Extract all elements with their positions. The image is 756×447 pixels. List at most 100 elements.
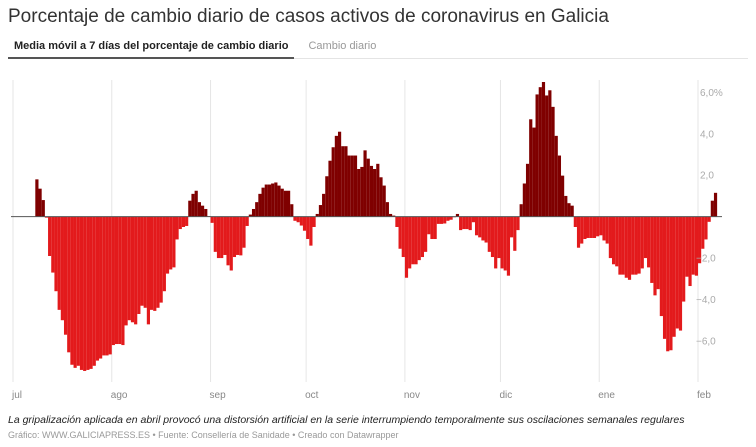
bar — [580, 216, 584, 244]
bar — [127, 216, 131, 321]
bar — [554, 135, 558, 217]
bar — [449, 216, 453, 220]
bar — [516, 216, 520, 231]
bar — [417, 216, 421, 261]
bar — [474, 216, 479, 236]
y-tick-label: −6,0 — [696, 336, 716, 347]
bar — [662, 216, 667, 339]
bar — [548, 90, 552, 217]
bar — [41, 200, 45, 217]
bar — [369, 165, 374, 217]
bar — [637, 216, 641, 274]
bar — [248, 214, 252, 217]
bar — [86, 216, 90, 370]
bar — [576, 216, 581, 248]
y-tick-label: 2,0 — [700, 171, 714, 182]
bar — [513, 216, 517, 251]
bar — [424, 216, 428, 252]
tab-moving-average[interactable]: Media móvil a 7 días del porcentaje de c… — [8, 38, 295, 59]
bar — [471, 216, 475, 223]
bar — [694, 216, 699, 276]
x-tick-label: sep — [210, 390, 227, 401]
bar — [557, 155, 562, 217]
bar — [443, 216, 447, 224]
tab-bar: Media móvil a 7 días del porcentaje de c… — [8, 38, 748, 59]
bar — [404, 216, 409, 278]
bar — [478, 216, 482, 238]
bar — [302, 216, 307, 231]
x-tick-label: ago — [111, 390, 128, 401]
bar — [691, 216, 695, 275]
bar — [229, 216, 233, 271]
bar — [121, 216, 125, 346]
bar — [382, 185, 386, 217]
bar — [401, 216, 405, 258]
bar — [108, 216, 112, 355]
bar — [245, 216, 249, 226]
tab-daily-change[interactable]: Cambio diario — [308, 40, 377, 52]
bar — [510, 216, 514, 238]
bar — [430, 216, 434, 240]
bar — [605, 216, 609, 244]
bar — [312, 216, 316, 227]
bar — [462, 216, 466, 230]
bar — [153, 216, 157, 311]
bar — [525, 163, 530, 217]
bar — [487, 216, 491, 252]
bar — [51, 216, 55, 273]
bar — [522, 183, 526, 217]
bar — [373, 169, 377, 217]
bar — [277, 185, 281, 217]
bar — [143, 216, 147, 308]
bar — [710, 200, 714, 217]
bar — [357, 169, 361, 217]
bar — [427, 216, 431, 235]
bar — [92, 216, 96, 366]
bar — [650, 216, 654, 283]
bar — [159, 216, 163, 303]
bar — [672, 216, 676, 337]
bar — [114, 216, 119, 345]
bar — [156, 216, 160, 308]
bar — [586, 216, 590, 238]
bar — [713, 192, 718, 217]
bar — [251, 208, 256, 217]
bar — [280, 188, 284, 217]
bar — [388, 213, 393, 217]
bar — [111, 216, 115, 346]
bar — [392, 215, 396, 217]
bar — [274, 182, 278, 217]
bar — [322, 193, 326, 217]
bar — [494, 216, 498, 269]
chart-title: Porcentaje de cambio diario de casos act… — [8, 6, 609, 27]
bar — [341, 146, 345, 217]
x-tick-label: dic — [499, 390, 512, 401]
bar — [446, 216, 450, 221]
bar — [197, 202, 201, 217]
bar — [347, 155, 351, 217]
bar — [608, 216, 612, 259]
bar — [73, 216, 77, 368]
bar — [535, 94, 539, 217]
bar — [60, 216, 64, 321]
bar — [264, 184, 268, 217]
bar — [459, 216, 463, 231]
bar — [325, 176, 329, 217]
bar — [79, 216, 84, 370]
bar — [653, 216, 657, 296]
bar — [532, 127, 536, 217]
bar — [328, 160, 332, 217]
bar — [242, 216, 246, 248]
y-tick-label: −4,0 — [696, 295, 716, 306]
bar — [631, 216, 635, 275]
bar — [181, 216, 186, 227]
bar — [318, 205, 323, 217]
bar — [379, 177, 383, 217]
bar — [596, 216, 600, 237]
bar — [583, 216, 587, 240]
bar — [290, 204, 294, 217]
bar — [490, 216, 495, 258]
bar — [70, 216, 74, 365]
bar — [162, 216, 166, 292]
bar — [35, 179, 39, 217]
